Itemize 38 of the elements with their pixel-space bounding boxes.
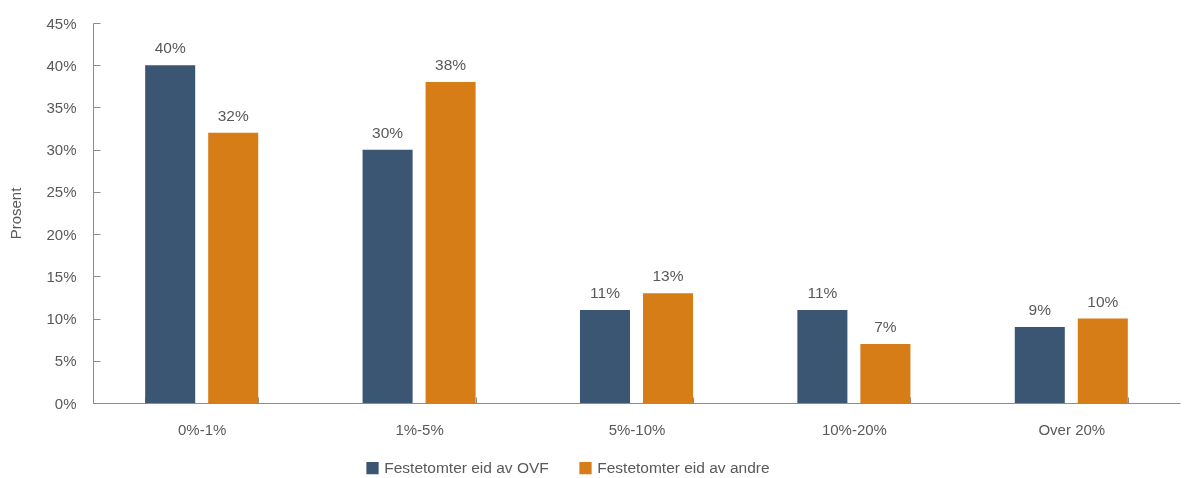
data-label: 10%	[1087, 292, 1119, 310]
bar	[362, 149, 413, 403]
data-label: 32%	[217, 106, 249, 124]
data-label: 40%	[154, 39, 186, 57]
y-tick-label: 25%	[46, 183, 77, 201]
data-label: 11%	[590, 284, 621, 302]
x-tick-label: 1%-5%	[395, 420, 444, 438]
bar	[797, 310, 848, 403]
bar	[145, 65, 196, 403]
legend-label: Festetomter eid av andre	[597, 459, 770, 477]
data-label: 30%	[372, 123, 404, 141]
data-label: 7%	[874, 317, 897, 335]
x-tick-label: 10%-20%	[821, 420, 887, 438]
bar	[860, 343, 911, 403]
y-tick-label: 10%	[46, 310, 77, 328]
y-tick-label: 20%	[46, 225, 77, 243]
y-axis-title: Prosent	[7, 186, 25, 240]
bar	[1014, 327, 1065, 403]
y-tick-label: 5%	[54, 352, 77, 370]
data-label: 9%	[1028, 301, 1052, 318]
bar	[642, 293, 694, 403]
x-tick-label: 5%-10%	[608, 420, 666, 438]
y-tick-label: 15%	[46, 267, 77, 285]
data-label: 11%	[807, 284, 838, 302]
bar	[208, 132, 259, 403]
y-tick-label: 40%	[46, 56, 77, 74]
bar	[579, 310, 631, 403]
bar	[425, 82, 476, 403]
x-tick-label: Over 20%	[1038, 420, 1106, 438]
bar	[1077, 318, 1128, 403]
y-tick-label: 0%	[54, 394, 77, 412]
y-tick-label: 30%	[46, 141, 77, 159]
legend-label: Festetomter eid av OVF	[384, 459, 549, 477]
data-label: 38%	[435, 56, 467, 74]
y-tick-label: 35%	[46, 98, 77, 116]
y-tick-label: 45%	[46, 14, 77, 32]
x-tick-label: 0%-1%	[178, 420, 227, 438]
data-label: 13%	[652, 267, 684, 285]
